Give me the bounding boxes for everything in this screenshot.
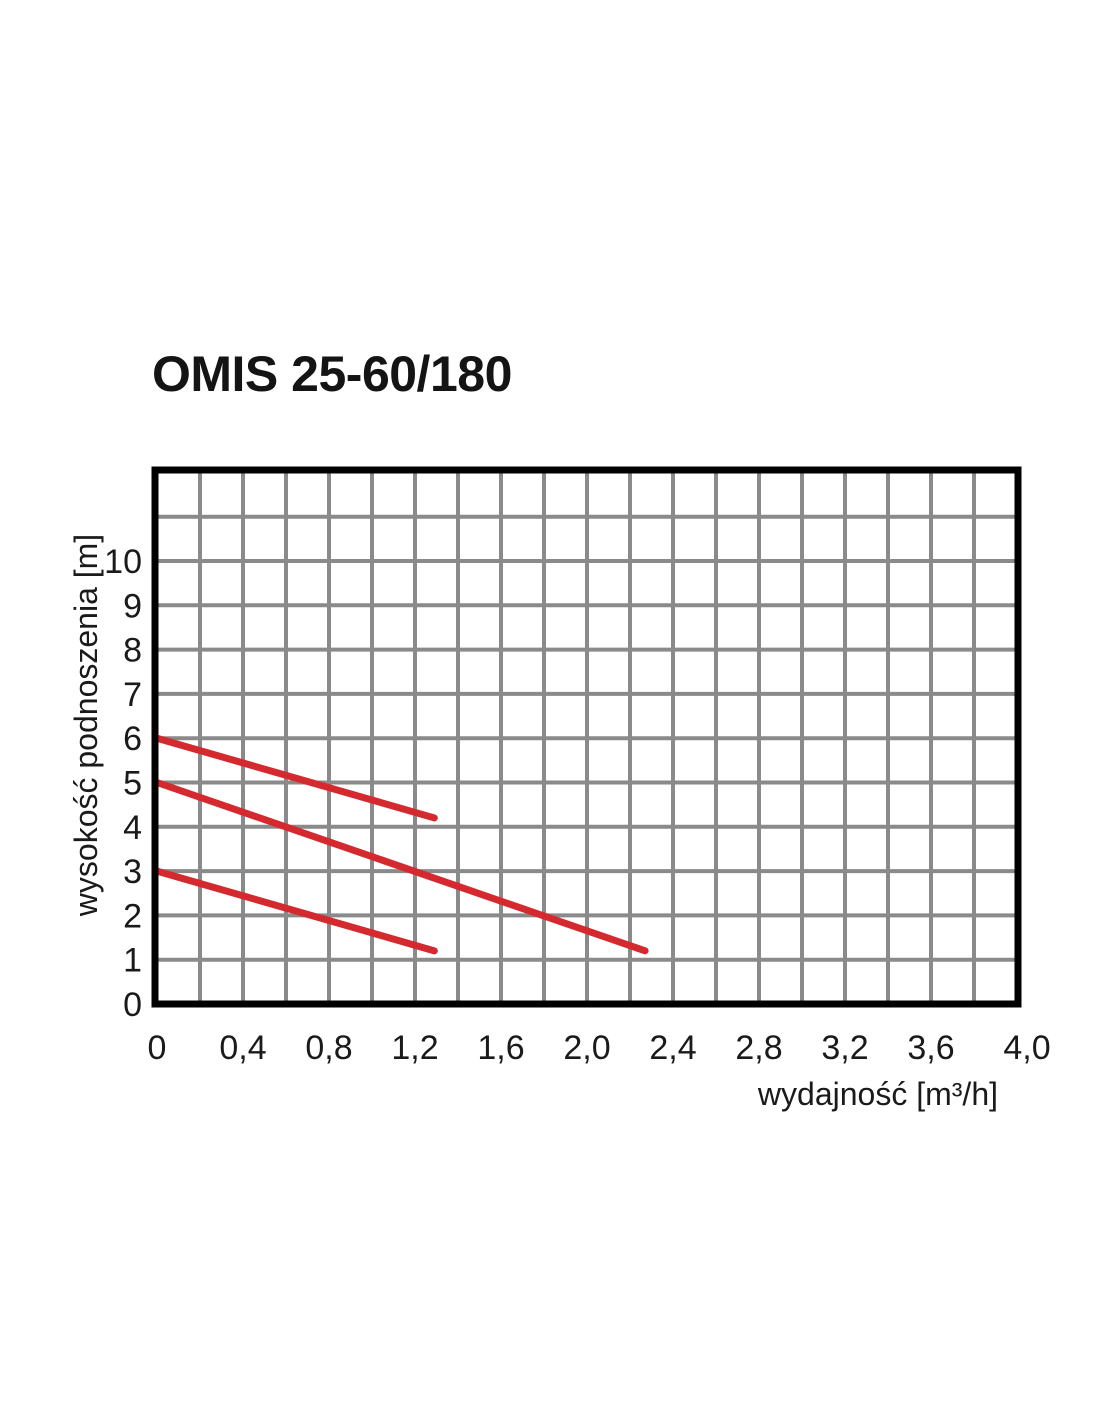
y-tick-label: 1 [123, 942, 142, 980]
series-layer [153, 734, 649, 955]
x-tick-label: 1,2 [391, 1029, 438, 1067]
y-tick-label: 7 [123, 676, 142, 714]
x-tick-label: 4,0 [1003, 1029, 1050, 1067]
x-tick-label: 0,4 [219, 1029, 266, 1067]
y-tick-label: 8 [123, 632, 142, 670]
plot-frame [151, 466, 1022, 1008]
y-tick-label: 3 [123, 853, 142, 891]
x-tick-label: 2,4 [649, 1029, 696, 1067]
x-tick-label: 0,8 [305, 1029, 352, 1067]
y-tick-label: 9 [123, 587, 142, 625]
y-tick-label: 4 [123, 809, 142, 847]
y-tick-label: 6 [123, 720, 142, 758]
y-tick-label: 5 [123, 765, 142, 803]
grid-layer [155, 470, 1018, 1004]
y-tick-label: 10 [104, 543, 142, 581]
x-tick-label: 1,6 [477, 1029, 524, 1067]
y-tick-label: 0 [123, 986, 142, 1024]
x-tick-labels: 0 0,4 0,8 1,2 1,6 2,0 2,4 2,8 3,2 3,6 4,0 [148, 1029, 1051, 1067]
series-line-3 [153, 867, 438, 955]
x-axis-title: wydajność [m³/h] [757, 1076, 998, 1112]
series-line-1 [153, 734, 438, 822]
y-tick-labels: 0 1 2 3 4 5 6 7 8 9 10 [104, 543, 142, 1024]
chart-title: OMIS 25-60/180 [152, 346, 512, 402]
x-tick-label: 3,6 [907, 1029, 954, 1067]
x-tick-label: 0 [148, 1029, 167, 1067]
y-tick-label: 2 [123, 897, 142, 935]
y-axis-title: wysokość podnoszenia [m] [68, 534, 104, 917]
series-line-2 [153, 779, 649, 955]
x-tick-label: 3,2 [821, 1029, 868, 1067]
x-tick-label: 2,8 [735, 1029, 782, 1067]
x-tick-label: 2,0 [563, 1029, 610, 1067]
